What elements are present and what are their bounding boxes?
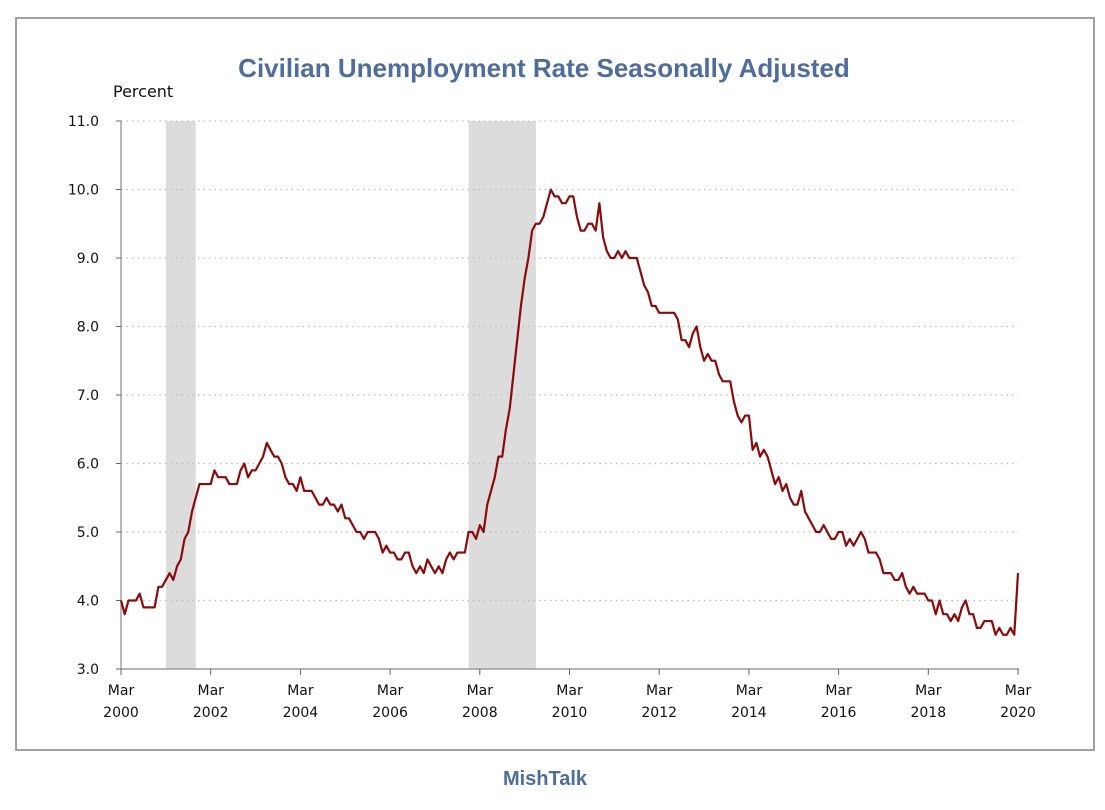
unemployment-rate-line	[119, 188, 1020, 636]
x-tick-label-month: Mar	[915, 683, 942, 699]
x-tick-label-year: 2020	[1000, 705, 1036, 721]
y-tick-label: 6.0	[77, 457, 99, 473]
x-tick-label-month: Mar	[556, 683, 583, 699]
y-axis-unit-label: Percent	[113, 82, 173, 101]
chart-title: Civilian Unemployment Rate Seasonally Ad…	[238, 53, 850, 83]
x-tick-label-month: Mar	[197, 683, 224, 699]
x-tick-label-year: 2014	[731, 705, 767, 721]
x-tick-label-year: 2002	[193, 705, 229, 721]
x-tick-label-month: Mar	[108, 683, 135, 699]
x-tick-label-year: 2012	[641, 705, 677, 721]
x-tick-label-month: Mar	[736, 683, 763, 699]
recession-band-1	[165, 121, 196, 669]
x-tick-label-year: 2000	[103, 705, 139, 721]
y-tick-label: 10.0	[68, 183, 99, 199]
x-tick-label-year: 2008	[462, 705, 498, 721]
x-tick-label-month: Mar	[646, 683, 673, 699]
x-tick-label-month: Mar	[377, 683, 404, 699]
x-tick-label-year: 2016	[821, 705, 857, 721]
y-tick-label: 11.0	[68, 114, 99, 130]
x-tick-label-month: Mar	[467, 683, 494, 699]
y-tick-label: 7.0	[77, 388, 99, 404]
y-tick-label: 4.0	[77, 594, 99, 610]
y-tick-label: 8.0	[77, 320, 99, 336]
y-tick-label: 3.0	[77, 662, 99, 678]
x-tick-label-year: 2018	[910, 705, 946, 721]
x-tick-label-month: Mar	[1005, 683, 1032, 699]
x-tick-label-year: 2004	[283, 705, 319, 721]
y-tick-label: 5.0	[77, 525, 99, 541]
x-tick-label-month: Mar	[287, 683, 314, 699]
x-tick-label-year: 2006	[372, 705, 408, 721]
x-tick-label-year: 2010	[552, 705, 588, 721]
y-tick-label: 9.0	[77, 251, 99, 267]
x-tick-label-month: Mar	[825, 683, 852, 699]
footer-brand: MishTalk	[502, 768, 588, 790]
